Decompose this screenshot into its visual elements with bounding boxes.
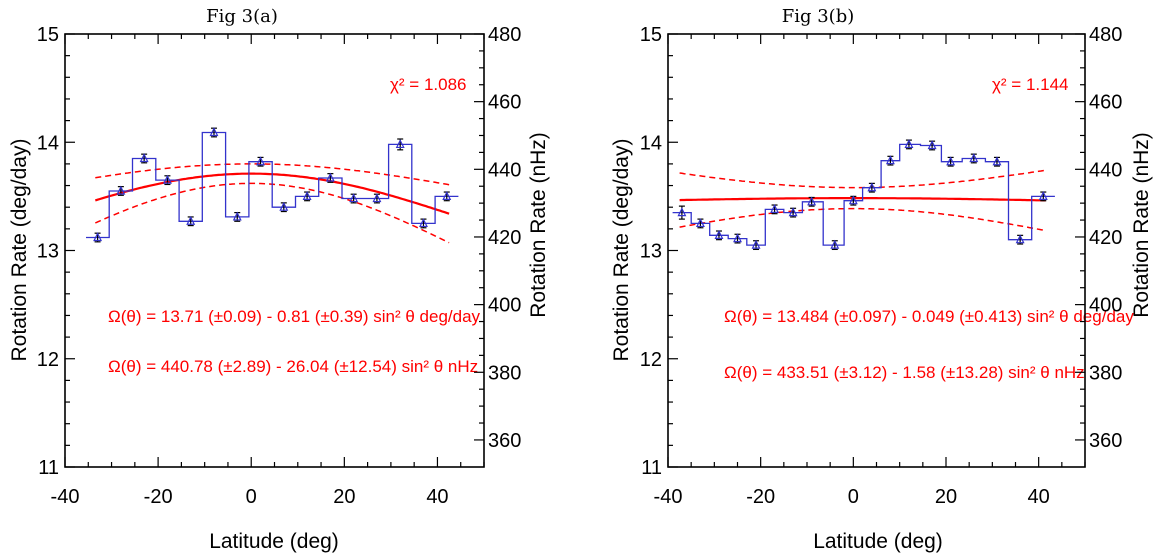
data-point (116, 185, 126, 196)
data-point (714, 230, 724, 241)
data-point (372, 193, 382, 204)
y-right-tick-label: 440 (488, 159, 521, 181)
data-point (186, 215, 196, 227)
y-right-tick-label: 360 (488, 430, 521, 452)
data-point (867, 182, 877, 193)
y-right-tick-label: 420 (1089, 227, 1122, 249)
data-point (442, 191, 452, 202)
data-point (848, 195, 858, 206)
x-tick-label: 20 (935, 486, 957, 508)
data-point (807, 196, 817, 207)
y-right-tick-label: 480 (488, 24, 521, 46)
data-point (395, 138, 405, 151)
data-point (209, 127, 219, 138)
data-point (927, 140, 937, 151)
data-point (969, 153, 979, 164)
x-axis-title: Latitude (deg) (813, 530, 943, 553)
data-point (419, 218, 428, 229)
panel-fig-3b: Fig 3(b) Latitude (deg) Rotation Rate (d… (610, 6, 1153, 553)
y-tick-label: 11 (38, 457, 59, 479)
fit-formula-deg: Ω(θ) = 13.484 (±0.097) - 0.049 (±0.413) … (724, 307, 1134, 326)
data-point (751, 239, 761, 251)
data-point (1038, 191, 1048, 202)
y-axis-title-right: Rotation Rate (nHz) (1130, 132, 1153, 318)
chart-title: Fig 3(a) (206, 6, 278, 27)
data-point (695, 218, 705, 229)
y-right-tick-label: 440 (1089, 159, 1122, 181)
y-right-tick-label: 360 (1089, 430, 1122, 452)
fit-formula-nhz: Ω(θ) = 433.51 (±3.12) - 1.58 (±13.28) si… (724, 363, 1085, 382)
y-right-tick-label: 400 (488, 295, 521, 317)
y-tick-label: 13 (37, 241, 59, 263)
x-tick-label: 0 (246, 486, 257, 508)
y-axis-title-right: Rotation Rate (nHz) (527, 132, 550, 318)
y-right-tick-label: 380 (488, 362, 521, 384)
y-tick-label: 14 (37, 132, 59, 154)
chi-square-label: χ² = 1.144 (992, 75, 1069, 94)
data-point (302, 191, 312, 202)
fit-formula-deg: Ω(θ) = 13.71 (±0.09) - 0.81 (±0.39) sin²… (108, 307, 481, 326)
data-point (830, 239, 840, 251)
y-tick-label: 14 (640, 132, 662, 154)
y-right-tick-label: 480 (1089, 24, 1122, 46)
panel-fig-3a: Fig 3(a) Latitude (deg) Rotation Rate (d… (8, 6, 550, 553)
data-point (677, 205, 687, 220)
x-tick-label: -40 (51, 486, 80, 508)
data-point (325, 172, 335, 183)
y-right-tick-label: 460 (488, 92, 521, 114)
data-point (256, 156, 266, 167)
y-tick-label: 13 (640, 241, 662, 263)
y-right-tick-label: 400 (1089, 295, 1122, 317)
plot-frame (667, 33, 1086, 468)
data-point (139, 153, 149, 164)
x-axis-title: Latitude (deg) (209, 530, 339, 553)
fit-formula-nhz: Ω(θ) = 440.78 (±2.89) - 26.04 (±12.54) s… (108, 357, 478, 376)
y-axis-title: Rotation Rate (deg/day) (610, 139, 633, 362)
chi-square-label: χ² = 1.086 (390, 75, 467, 94)
x-tick-label: 40 (1028, 486, 1050, 508)
data-point (1015, 234, 1025, 245)
y-tick-label: 15 (640, 24, 662, 46)
fit-lower-bound (679, 207, 1046, 232)
x-tick-label: -20 (144, 486, 173, 508)
data-point (349, 193, 359, 204)
data-point (885, 155, 895, 166)
y-axis-title: Rotation Rate (deg/day) (8, 139, 31, 362)
data-point (232, 211, 242, 222)
data-point (770, 204, 780, 215)
y-tick-label: 12 (37, 349, 59, 371)
data-point (788, 207, 798, 218)
y-right-tick-label: 460 (1089, 92, 1122, 114)
data-point (992, 156, 1002, 167)
fit-upper-bound (679, 169, 1046, 189)
data-point (733, 233, 742, 244)
y-right-tick-label: 420 (488, 227, 521, 249)
data-point (279, 201, 289, 213)
data-point (904, 139, 914, 150)
data-point (93, 232, 103, 243)
x-tick-label: 20 (333, 486, 355, 508)
data-point (162, 174, 172, 186)
step-line (86, 131, 459, 239)
y-tick-label: 12 (640, 349, 662, 371)
x-tick-label: 40 (426, 486, 448, 508)
y-tick-label: 11 (641, 457, 662, 479)
data-point (946, 156, 956, 167)
x-tick-label: 0 (848, 486, 859, 508)
y-tick-label: 15 (37, 24, 59, 46)
x-tick-label: -40 (654, 486, 683, 508)
x-tick-label: -20 (746, 486, 775, 508)
y-right-tick-label: 380 (1089, 362, 1122, 384)
plot-frame (64, 33, 485, 468)
chart-title: Fig 3(b) (782, 6, 855, 27)
